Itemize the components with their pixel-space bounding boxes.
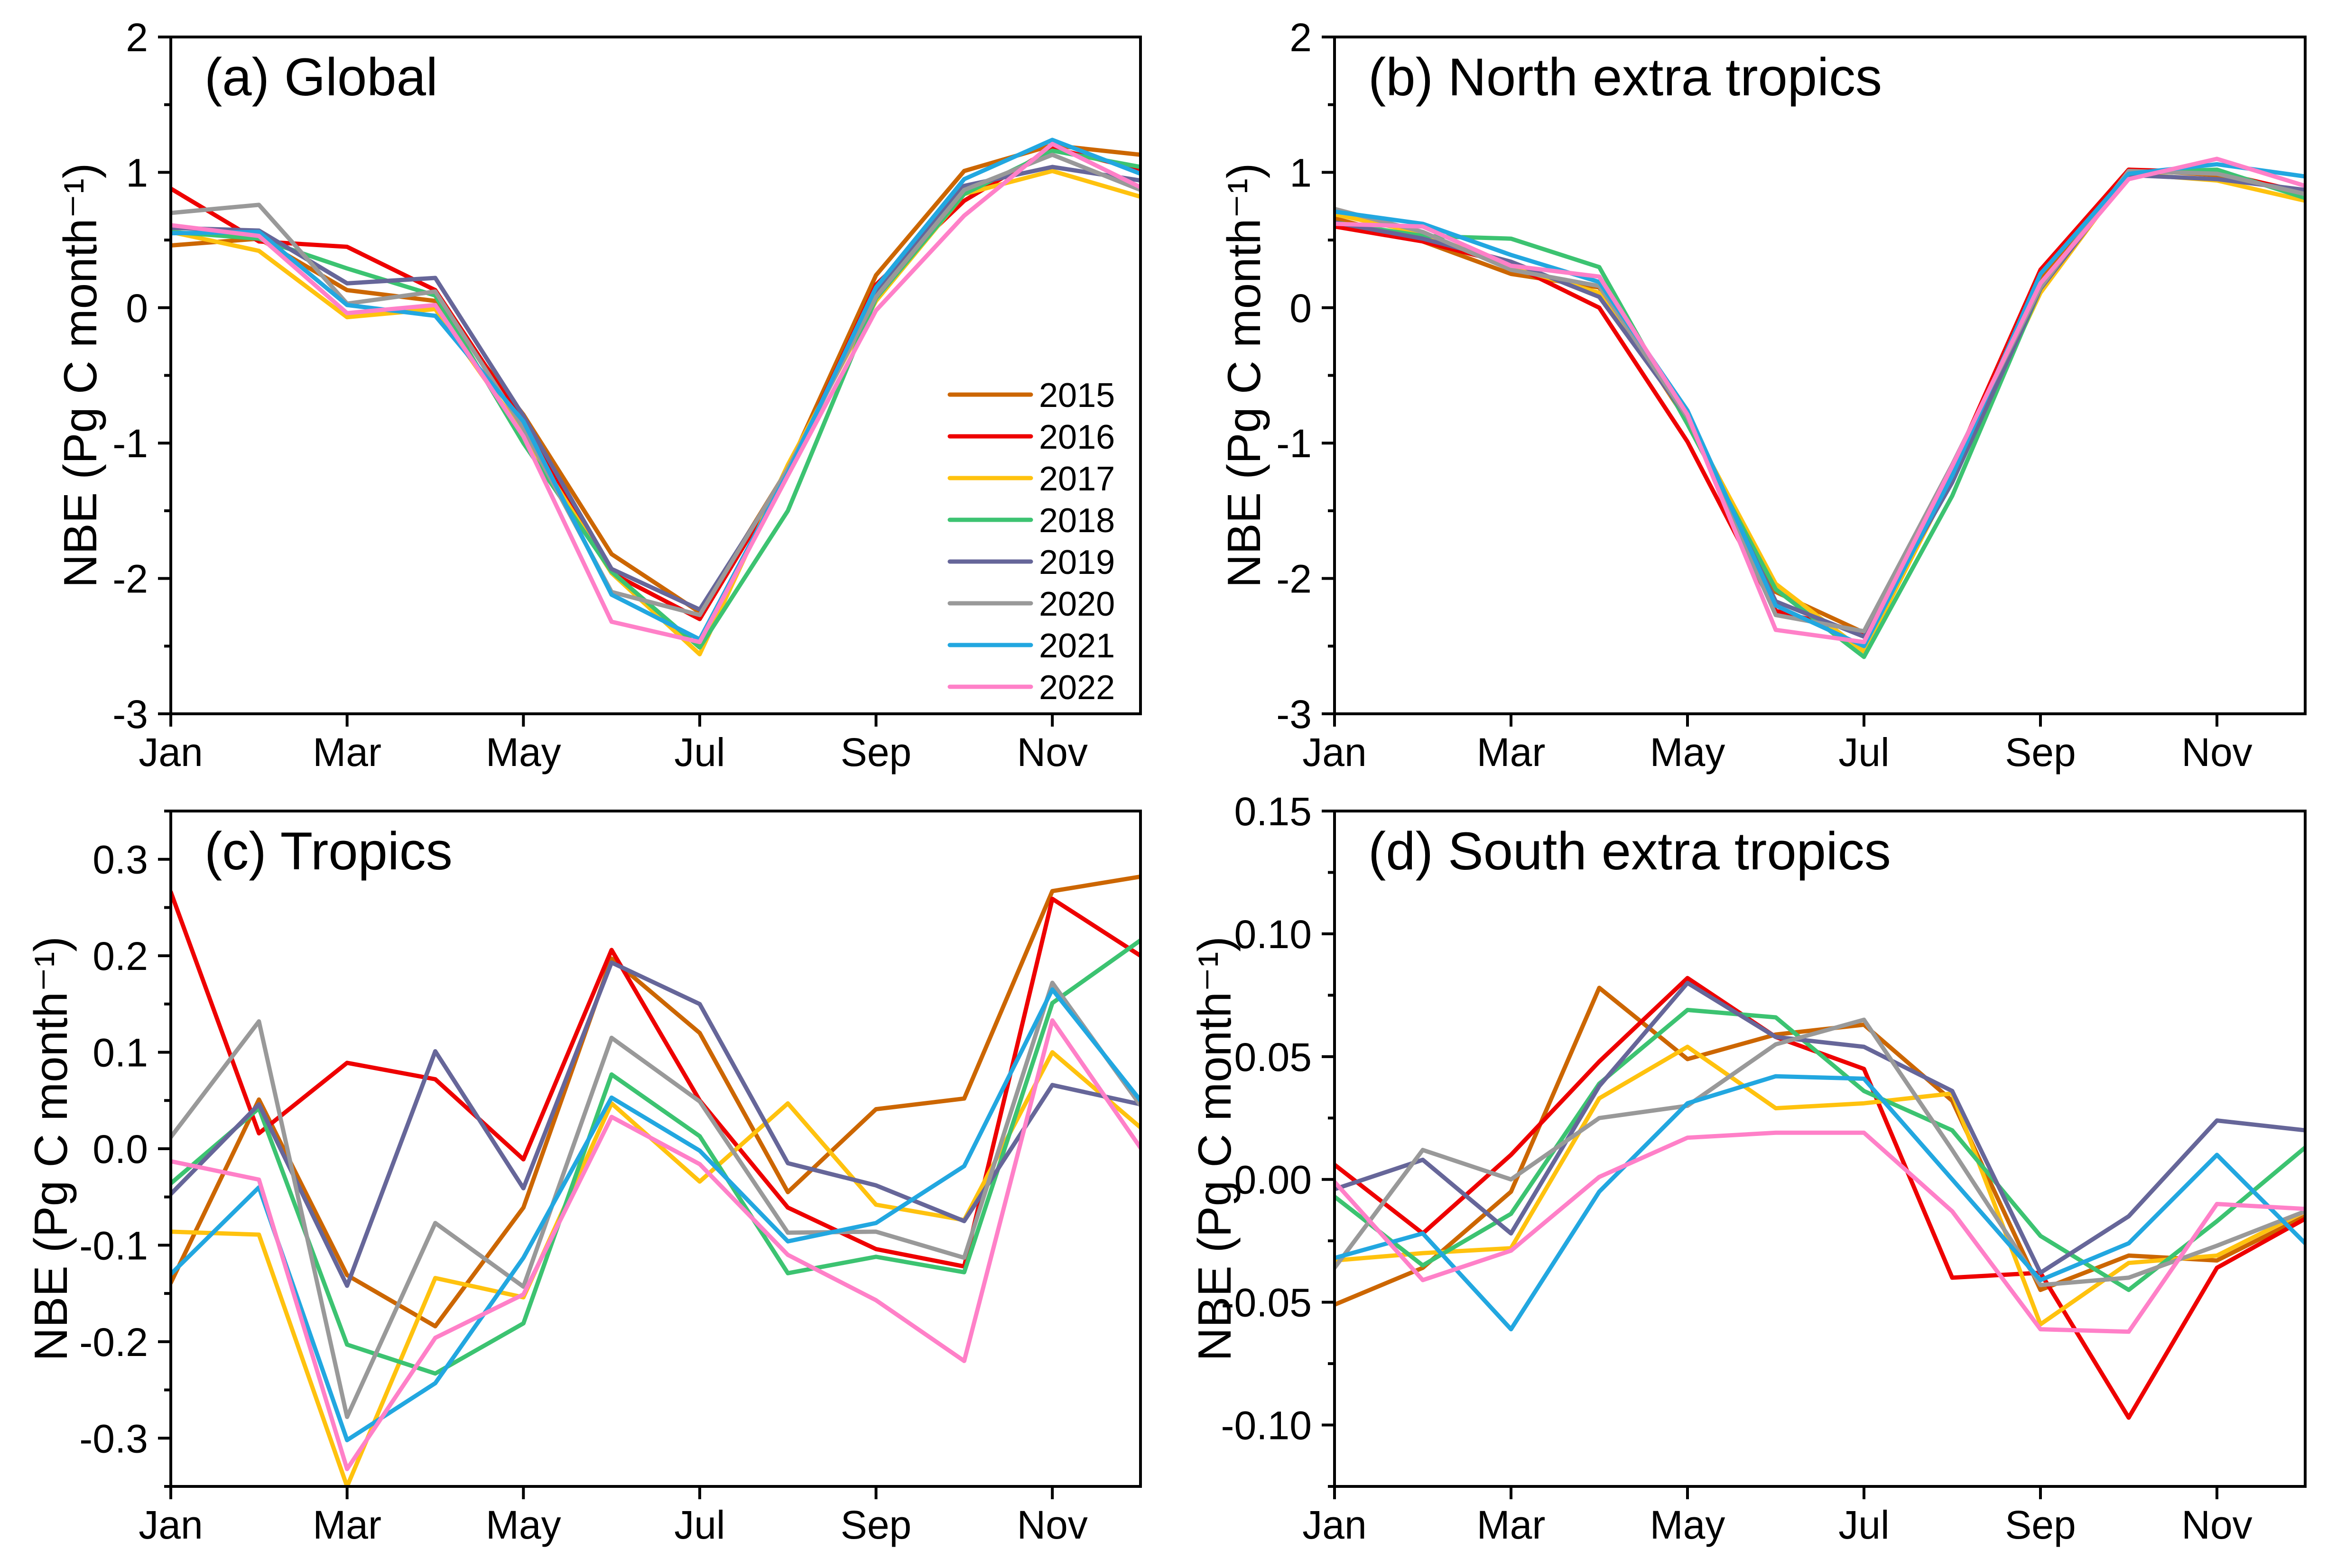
y-tick-label: 0.10 xyxy=(1234,912,1312,957)
y-tick-label: 1 xyxy=(1289,150,1312,195)
legend-label-2022: 2022 xyxy=(1039,669,1115,707)
series-line-2022 xyxy=(1335,1130,2305,1334)
x-tick-label: Nov xyxy=(1017,1503,1087,1547)
series-group xyxy=(171,138,1140,656)
x-tick-label: Mar xyxy=(313,1503,381,1547)
y-tick-label: -1 xyxy=(112,421,148,466)
y-tick-label: -0.3 xyxy=(79,1416,148,1461)
series-line-2018 xyxy=(171,148,1140,650)
x-tick-label: Sep xyxy=(2005,730,2076,775)
series-line-2017 xyxy=(1335,1044,2305,1327)
y-tick-label: -0.10 xyxy=(1221,1403,1312,1448)
y-axis-label: NBE (Pg C month⁻¹) xyxy=(1218,163,1270,588)
y-tick-label: -0.05 xyxy=(1221,1281,1312,1325)
series-line-2021 xyxy=(171,138,1140,642)
plot-frame xyxy=(1333,810,2307,1488)
y-tick-label: 0.2 xyxy=(93,934,148,978)
x-tick-label: Sep xyxy=(841,1503,911,1547)
series-line-2020 xyxy=(1335,1017,2305,1287)
series-line-2021 xyxy=(1335,162,2305,648)
series-line-2015 xyxy=(171,143,1140,615)
series-line-2015 xyxy=(1335,986,2305,1307)
y-tick-label: 0.05 xyxy=(1234,1035,1312,1079)
x-tick-label: Nov xyxy=(2181,730,2252,775)
y-tick-label: 1 xyxy=(126,150,148,195)
series-line-2022 xyxy=(171,142,1140,645)
series-line-2019 xyxy=(171,960,1140,1288)
y-tick-label: 0.1 xyxy=(93,1031,148,1075)
series-line-2020 xyxy=(171,152,1140,618)
series-line-2022 xyxy=(1335,157,2305,645)
series-line-2019 xyxy=(1335,981,2305,1275)
panel-c: 0.3 0.2 0.1 0.0 -0.1 -0.2 -0.3 Jan Mar May Jul Sep N… xyxy=(25,810,1142,1547)
y-tick-label: 0 xyxy=(126,286,148,331)
series-line-2022 xyxy=(171,1018,1140,1471)
series-line-2021 xyxy=(1335,1074,2305,1332)
y-tick-label: 2 xyxy=(1289,15,1312,60)
y-tick-label: -0.2 xyxy=(79,1320,148,1365)
series-group xyxy=(1335,157,2305,659)
x-tick-label: Jul xyxy=(1838,1503,1889,1547)
legend-label-2015: 2015 xyxy=(1039,377,1115,415)
x-tick-label: Jul xyxy=(674,1503,725,1547)
x-tick-label: Jul xyxy=(674,730,725,775)
panel-title: (c) Tropics xyxy=(204,821,453,881)
legend-label-2017: 2017 xyxy=(1039,460,1115,498)
x-tick-label: Jan xyxy=(1302,730,1366,775)
series-line-2015 xyxy=(171,874,1140,1328)
legend-label-2021: 2021 xyxy=(1039,627,1115,665)
y-tick-label: 0.3 xyxy=(93,838,148,882)
series-line-2020 xyxy=(171,980,1140,1419)
x-tick-label: Mar xyxy=(1477,730,1546,775)
legend-label-2018: 2018 xyxy=(1039,502,1115,540)
x-tick-label: May xyxy=(486,730,561,775)
y-tick-label: 0.0 xyxy=(93,1127,148,1171)
x-tick-label: May xyxy=(486,1503,561,1547)
series-group xyxy=(1335,976,2305,1420)
x-tick-label: Sep xyxy=(2005,1503,2076,1547)
series-line-2017 xyxy=(171,169,1140,656)
legend-label-2016: 2016 xyxy=(1039,418,1115,456)
panel-title: (a) Global xyxy=(204,47,438,107)
x-tick-label: Sep xyxy=(841,730,911,775)
x-tick-label: Mar xyxy=(313,730,381,775)
panel-title: (d) South extra tropics xyxy=(1368,821,1891,881)
panel-d: 0.15 0.10 0.05 0.00 -0.05 -0.10 Jan Mar May Jul Se… xyxy=(1188,789,2307,1547)
panel-title: (b) North extra tropics xyxy=(1368,47,1882,107)
x-tick-label: Nov xyxy=(1017,730,1087,775)
x-tick-label: Jan xyxy=(139,1503,203,1547)
y-tick-label: 0.15 xyxy=(1234,789,1312,834)
legend-label-2019: 2019 xyxy=(1039,544,1115,581)
x-tick-label: Jul xyxy=(1838,730,1889,775)
y-axis-label: NBE (Pg C month⁻¹) xyxy=(1188,936,1241,1361)
y-axis-label: NBE (Pg C month⁻¹) xyxy=(54,163,106,588)
series-group xyxy=(171,874,1140,1486)
y-tick-label: 2 xyxy=(126,15,148,60)
y-tick-label: -0.1 xyxy=(79,1223,148,1268)
legend-label-2020: 2020 xyxy=(1039,585,1115,623)
x-tick-label: Jan xyxy=(139,730,203,775)
y-tick-label: -3 xyxy=(1276,692,1312,737)
series-line-2021 xyxy=(171,987,1140,1442)
x-tick-label: Mar xyxy=(1477,1503,1546,1547)
y-axis-label: NBE (Pg C month⁻¹) xyxy=(25,936,77,1361)
x-tick-label: Nov xyxy=(2181,1503,2252,1547)
y-tick-label: 0.00 xyxy=(1234,1158,1312,1202)
y-tick-label: 0 xyxy=(1289,286,1312,331)
x-tick-label: May xyxy=(1650,730,1725,775)
series-line-2018 xyxy=(171,938,1140,1376)
x-tick-label: May xyxy=(1650,1503,1725,1547)
x-tick-label: Jan xyxy=(1302,1503,1366,1547)
y-tick-label: -3 xyxy=(112,692,148,737)
y-tick-label: -2 xyxy=(1276,557,1312,601)
y-tick-label: -2 xyxy=(112,557,148,601)
y-tick-label: -1 xyxy=(1276,421,1312,466)
